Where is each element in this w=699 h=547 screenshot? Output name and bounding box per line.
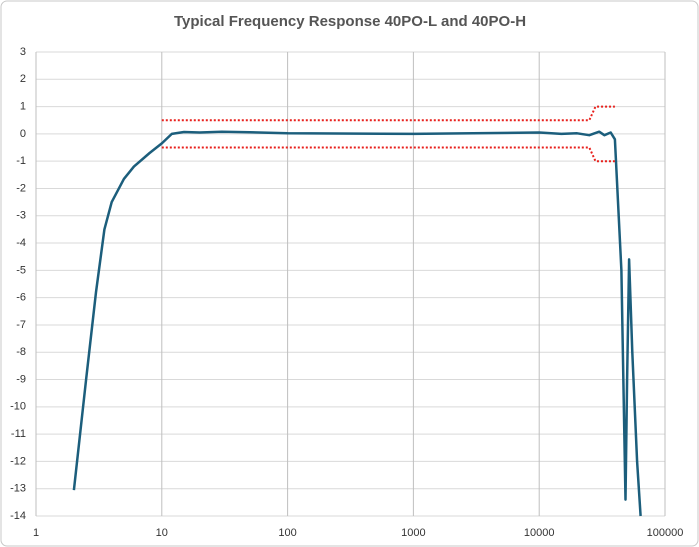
y-tick-label: -2 [16,182,26,194]
y-tick-label: -6 [16,292,26,304]
y-tick-label: -4 [16,237,26,249]
x-tick-label: 1 [33,527,39,539]
y-tick-label: -5 [16,264,26,276]
x-tick-label: 10000 [524,527,555,539]
y-tick-label: -7 [16,319,26,331]
chart-title: Typical Frequency Response 40PO-L and 40… [174,13,526,30]
y-tick-label: -14 [10,510,26,522]
y-tick-label: 3 [20,46,26,58]
limit-line [161,105,615,122]
x-tick-label: 100 [278,527,296,539]
y-tick-label: 0 [20,128,26,140]
y-tick-label: -1 [16,155,26,167]
y-tick-label: -9 [16,373,26,385]
y-tick-label: -11 [11,428,26,440]
y-tick-label: 2 [20,73,26,85]
y-tick-label: -3 [16,210,26,222]
y-tick-label: -13 [10,483,26,495]
limit-line [161,146,615,163]
y-tick-label: -8 [16,346,26,358]
y-tick-label: 1 [20,100,26,112]
x-tick-label: 10 [156,527,168,539]
x-tick-label: 100000 [647,527,684,539]
y-tick-label: -12 [10,455,26,467]
response-line [72,130,642,517]
y-tick-label: -10 [10,401,26,413]
x-tick-label: 1000 [401,527,425,539]
